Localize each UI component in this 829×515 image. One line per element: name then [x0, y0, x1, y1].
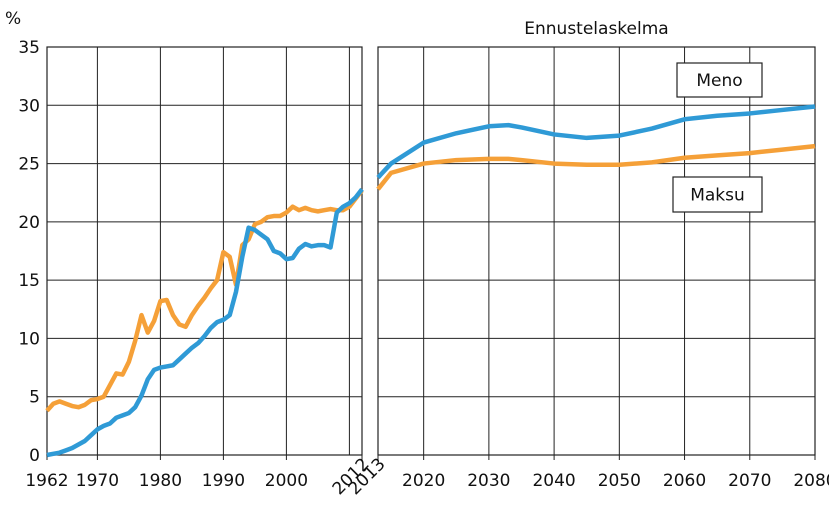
x-tick-label: 1990: [202, 471, 245, 491]
y-tick-label: 30: [18, 96, 40, 116]
legend-box: [676, 62, 763, 98]
plot-frame: [377, 46, 816, 456]
x-tick-label: 1962: [25, 471, 68, 491]
x-tick-label: 2040: [532, 471, 575, 491]
x-tick-label: 2060: [663, 471, 706, 491]
y-tick-label: 0: [29, 446, 40, 466]
y-tick-label: 20: [18, 213, 40, 233]
x-tick-label: 2070: [728, 471, 771, 491]
series-line: [376, 104, 816, 180]
x-tick-label: 1970: [76, 471, 119, 491]
y-tick-label: 25: [18, 155, 40, 175]
y-tick-label: 15: [18, 271, 40, 291]
series-line: [46, 187, 364, 458]
x-tick-label: 1980: [139, 471, 182, 491]
series-line: [376, 143, 816, 191]
x-tick-label: 2030: [467, 471, 510, 491]
x-tick-label: 2020: [402, 471, 445, 491]
series-line: [45, 189, 364, 413]
y-tick-label: 35: [18, 38, 40, 58]
x-tick-label: 2050: [598, 471, 641, 491]
y-tick-label: 10: [18, 329, 40, 349]
plot-frame: [46, 46, 363, 456]
x-tick-label: 2080: [793, 471, 829, 491]
y-tick-label: 5: [29, 388, 40, 408]
x-tick-label: 2000: [265, 471, 308, 491]
legend-box: [672, 176, 763, 213]
y-axis-label: %: [5, 9, 21, 29]
chart-title: Ennustelaskelma: [524, 19, 668, 39]
legend-label: Maksu: [690, 186, 745, 206]
legend-label: Meno: [696, 71, 742, 91]
